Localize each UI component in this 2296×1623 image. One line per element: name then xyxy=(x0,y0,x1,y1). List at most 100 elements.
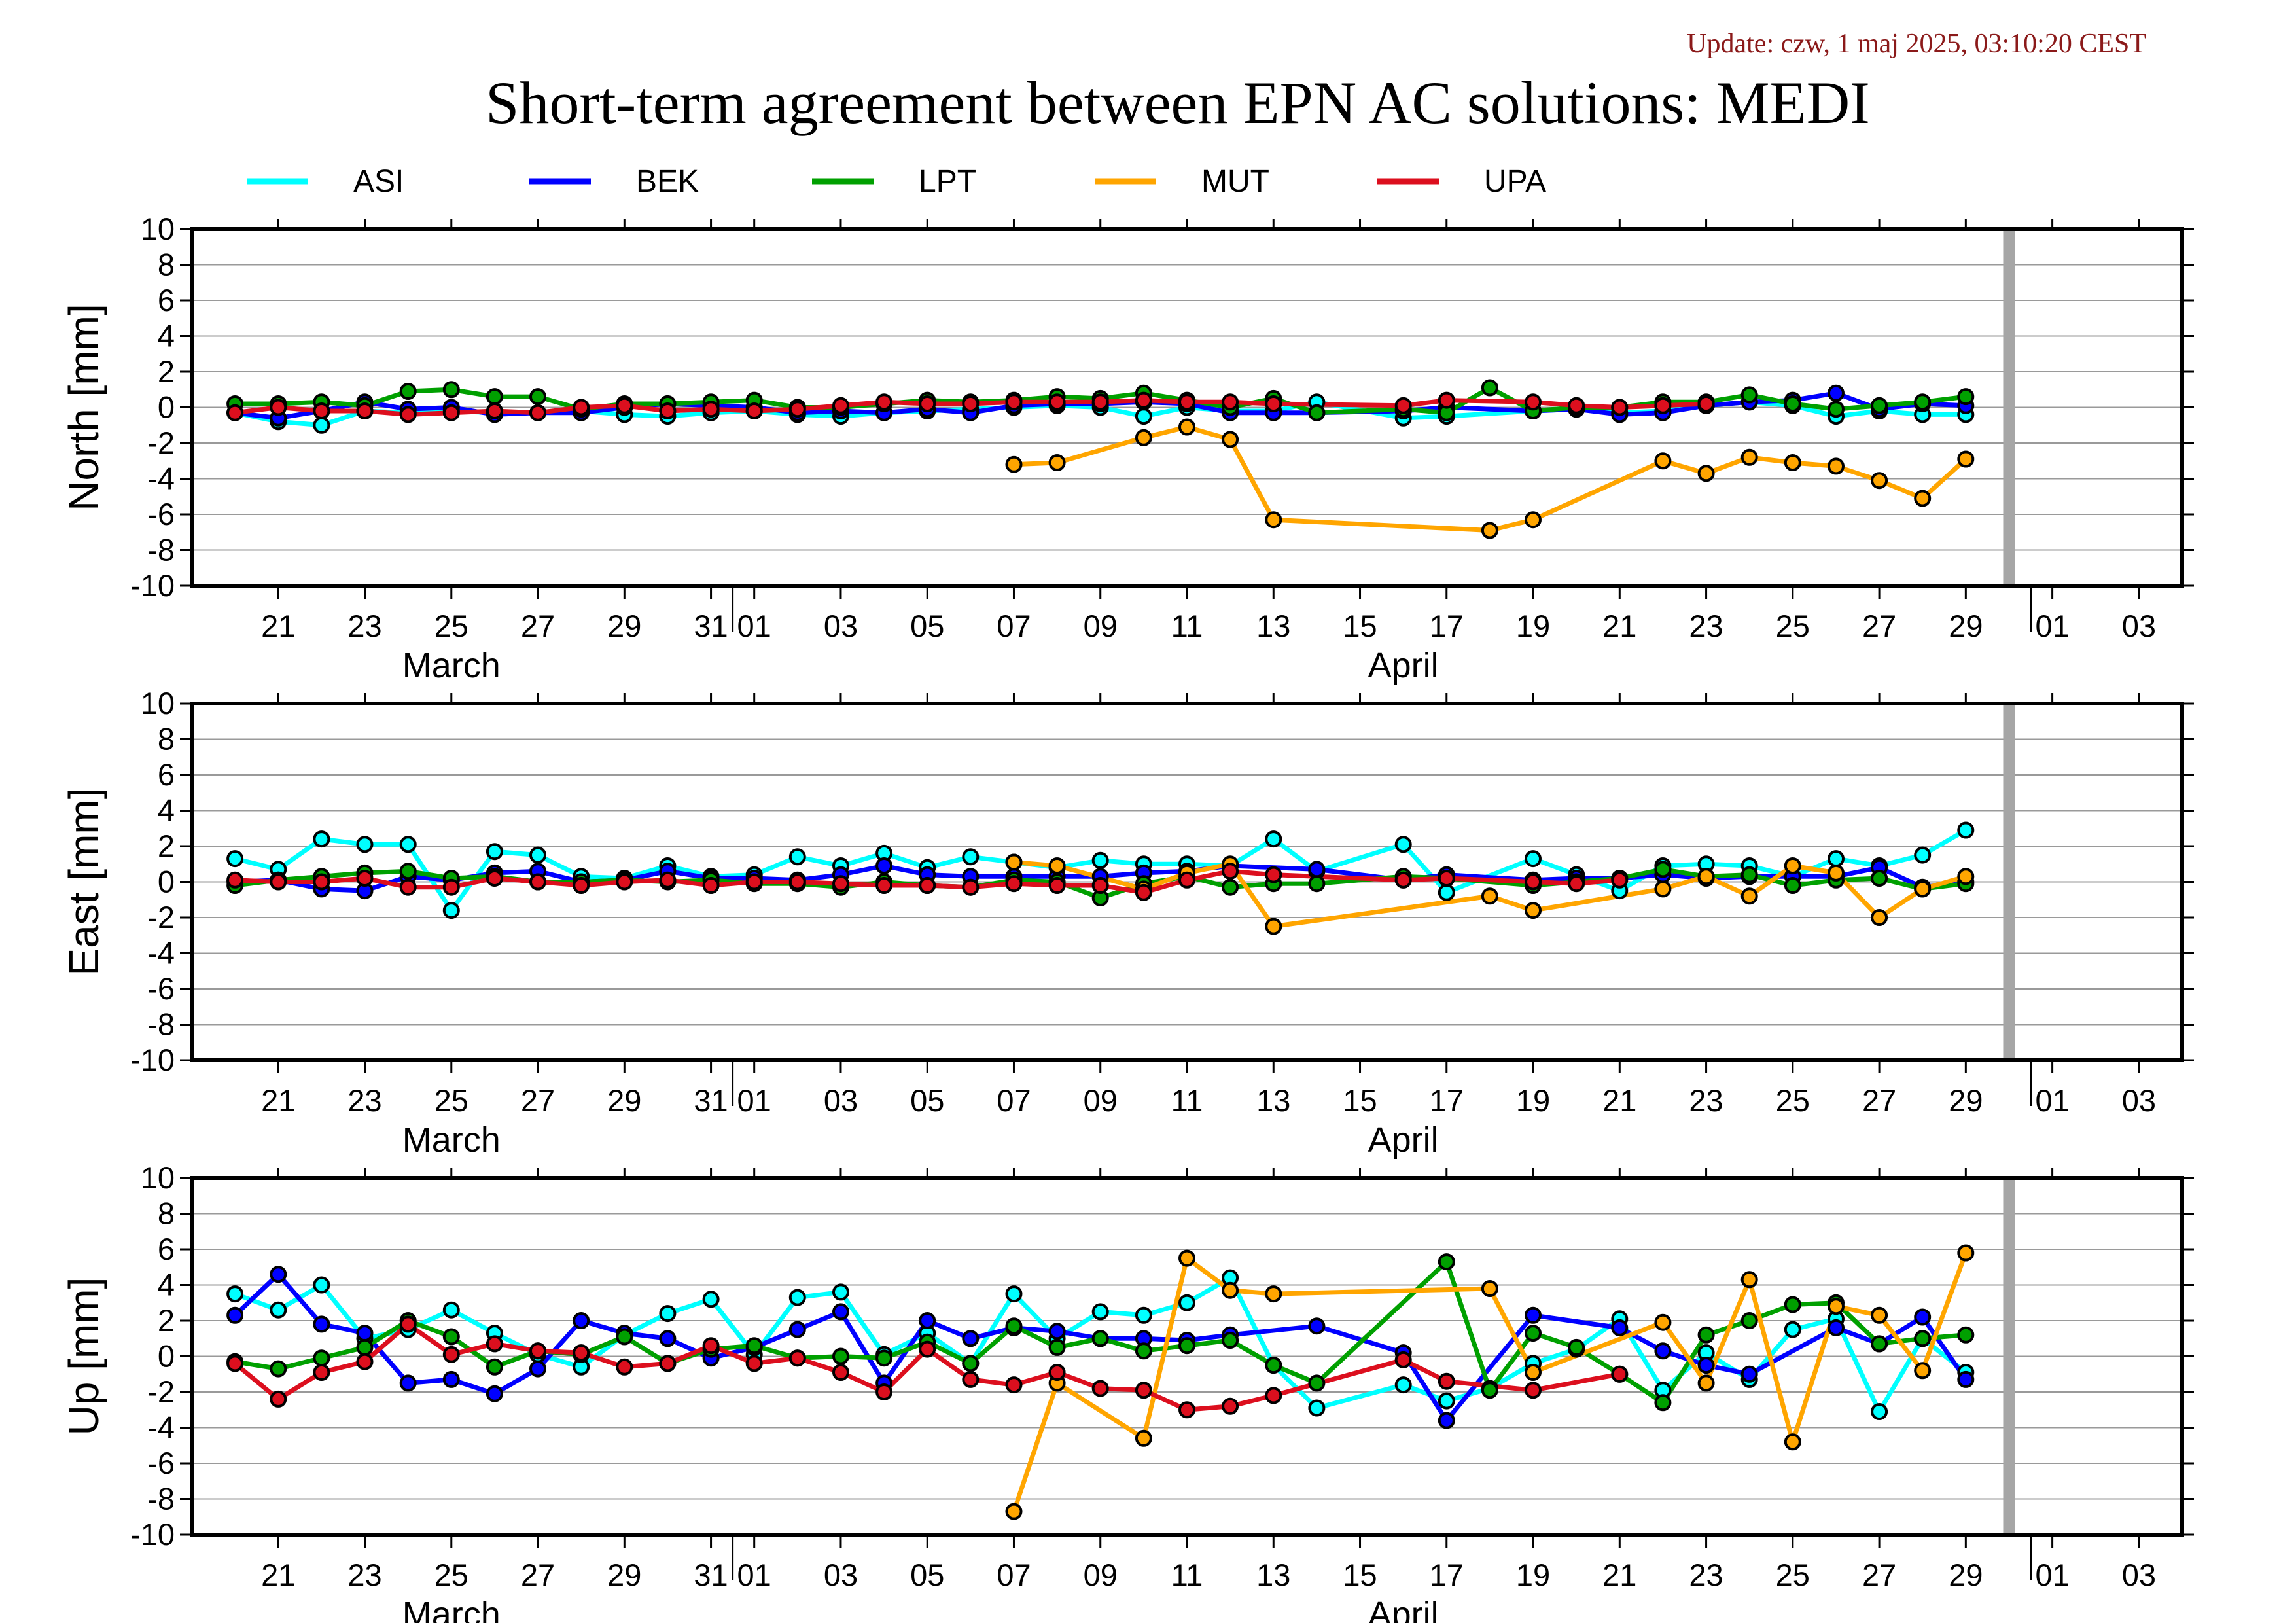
data-point-mut xyxy=(1784,857,1801,874)
x-tick-label: 29 xyxy=(607,1558,641,1592)
data-point-upa xyxy=(1697,395,1715,412)
data-point-mut xyxy=(1957,1244,1975,1262)
legend-label-upa: UPA xyxy=(1484,164,1546,199)
data-point-asi xyxy=(1914,846,1932,864)
data-point-upa xyxy=(1394,871,1412,889)
y-axis-label: Up [mm] xyxy=(60,1277,107,1436)
data-point-upa xyxy=(745,402,763,419)
data-point-asi xyxy=(659,1305,677,1323)
data-point-asi xyxy=(1438,1392,1455,1410)
data-point-asi xyxy=(442,902,460,919)
y-tick-label: 10 xyxy=(141,211,175,246)
y-tick-label: 6 xyxy=(158,283,175,317)
data-point-upa xyxy=(1438,870,1455,887)
data-point-upa xyxy=(788,1349,806,1367)
data-point-mut xyxy=(1265,1285,1282,1303)
data-point-mut xyxy=(1740,1271,1758,1289)
data-point-mut xyxy=(1914,880,1932,898)
data-point-asi xyxy=(1091,851,1109,869)
x-tick-label: 13 xyxy=(1256,609,1290,643)
data-point-upa xyxy=(1005,1376,1023,1394)
data-point-mut xyxy=(1697,868,1715,885)
x-tick-label: 25 xyxy=(1776,609,1810,643)
data-point-upa xyxy=(1525,873,1542,891)
data-point-asi xyxy=(226,1285,244,1303)
x-tick-label: 29 xyxy=(1949,609,1983,643)
data-point-mut xyxy=(1654,452,1672,470)
x-tick-label: 23 xyxy=(347,1083,381,1118)
y-tick-label: -10 xyxy=(130,568,175,603)
data-point-lpt xyxy=(1914,393,1932,411)
data-point-upa xyxy=(1611,399,1629,416)
x-tick-label: 07 xyxy=(997,1558,1031,1592)
data-point-upa xyxy=(573,399,590,416)
data-point-lpt xyxy=(1914,1330,1932,1347)
data-point-bek xyxy=(399,1374,417,1392)
x-tick-label: 31 xyxy=(694,1083,728,1118)
x-tick-label: 17 xyxy=(1430,1083,1464,1118)
data-point-lpt xyxy=(745,1337,763,1355)
current-date-marker xyxy=(2003,704,2015,1060)
data-point-upa xyxy=(1525,1382,1542,1399)
data-point-mut xyxy=(1135,1429,1152,1447)
month-label: April xyxy=(1368,646,1439,685)
data-point-bek xyxy=(788,1321,806,1338)
plot-frame xyxy=(190,227,2184,588)
y-tick-label: 10 xyxy=(141,686,175,721)
data-point-lpt xyxy=(1740,866,1758,883)
data-point-upa xyxy=(1135,1382,1152,1399)
data-point-asi xyxy=(788,1289,806,1306)
data-point-asi xyxy=(832,1283,849,1301)
x-tick-label: 25 xyxy=(434,609,468,643)
data-point-mut xyxy=(1481,1280,1498,1297)
x-tick-label: 25 xyxy=(1776,1083,1810,1118)
data-point-upa xyxy=(1135,391,1152,409)
data-point-upa xyxy=(1222,1397,1239,1415)
data-point-upa xyxy=(1048,393,1066,411)
x-tick-label: 27 xyxy=(1862,1083,1896,1118)
data-point-mut xyxy=(1135,429,1152,446)
x-tick-label: 29 xyxy=(1949,1083,1983,1118)
data-point-asi xyxy=(1265,830,1282,848)
data-point-lpt xyxy=(1957,388,1975,406)
legend-label-lpt: LPT xyxy=(919,164,976,199)
data-point-bek xyxy=(1828,1319,1845,1336)
series-line-mut xyxy=(1012,425,1968,533)
data-point-upa xyxy=(1568,397,1585,414)
data-point-upa xyxy=(1438,1372,1455,1390)
data-point-lpt xyxy=(1784,877,1801,894)
x-tick-label: 21 xyxy=(1602,1558,1636,1592)
data-point-mut xyxy=(1871,472,1888,490)
data-point-bek xyxy=(1611,1319,1629,1336)
y-tick-label: -10 xyxy=(130,1517,175,1552)
data-point-lpt xyxy=(1265,1357,1282,1374)
data-point-bek xyxy=(875,857,893,874)
data-point-upa xyxy=(573,877,590,894)
data-point-upa xyxy=(919,1340,936,1358)
x-tick-label: 09 xyxy=(1084,1558,1118,1592)
data-point-asi xyxy=(313,416,330,434)
data-point-lpt xyxy=(1784,395,1801,412)
x-tick-label: 15 xyxy=(1343,1558,1377,1592)
data-point-lpt xyxy=(356,1338,374,1356)
data-point-lpt xyxy=(442,1328,460,1346)
y-tick-label: -6 xyxy=(147,497,175,531)
data-point-bek xyxy=(486,1385,503,1402)
series-group xyxy=(226,379,1975,539)
data-point-asi xyxy=(788,848,806,866)
month-label: April xyxy=(1368,1595,1439,1623)
data-point-mut xyxy=(1265,918,1282,935)
data-point-upa xyxy=(616,1358,633,1376)
data-point-mut xyxy=(1914,490,1932,507)
data-point-mut xyxy=(1957,868,1975,885)
data-point-asi xyxy=(1005,1285,1023,1303)
data-point-asi xyxy=(1957,821,1975,839)
data-point-mut xyxy=(1005,455,1023,473)
data-point-lpt xyxy=(1222,878,1239,896)
data-point-upa xyxy=(486,402,503,419)
data-point-upa xyxy=(702,1337,720,1355)
legend-label-bek: BEK xyxy=(636,164,699,199)
